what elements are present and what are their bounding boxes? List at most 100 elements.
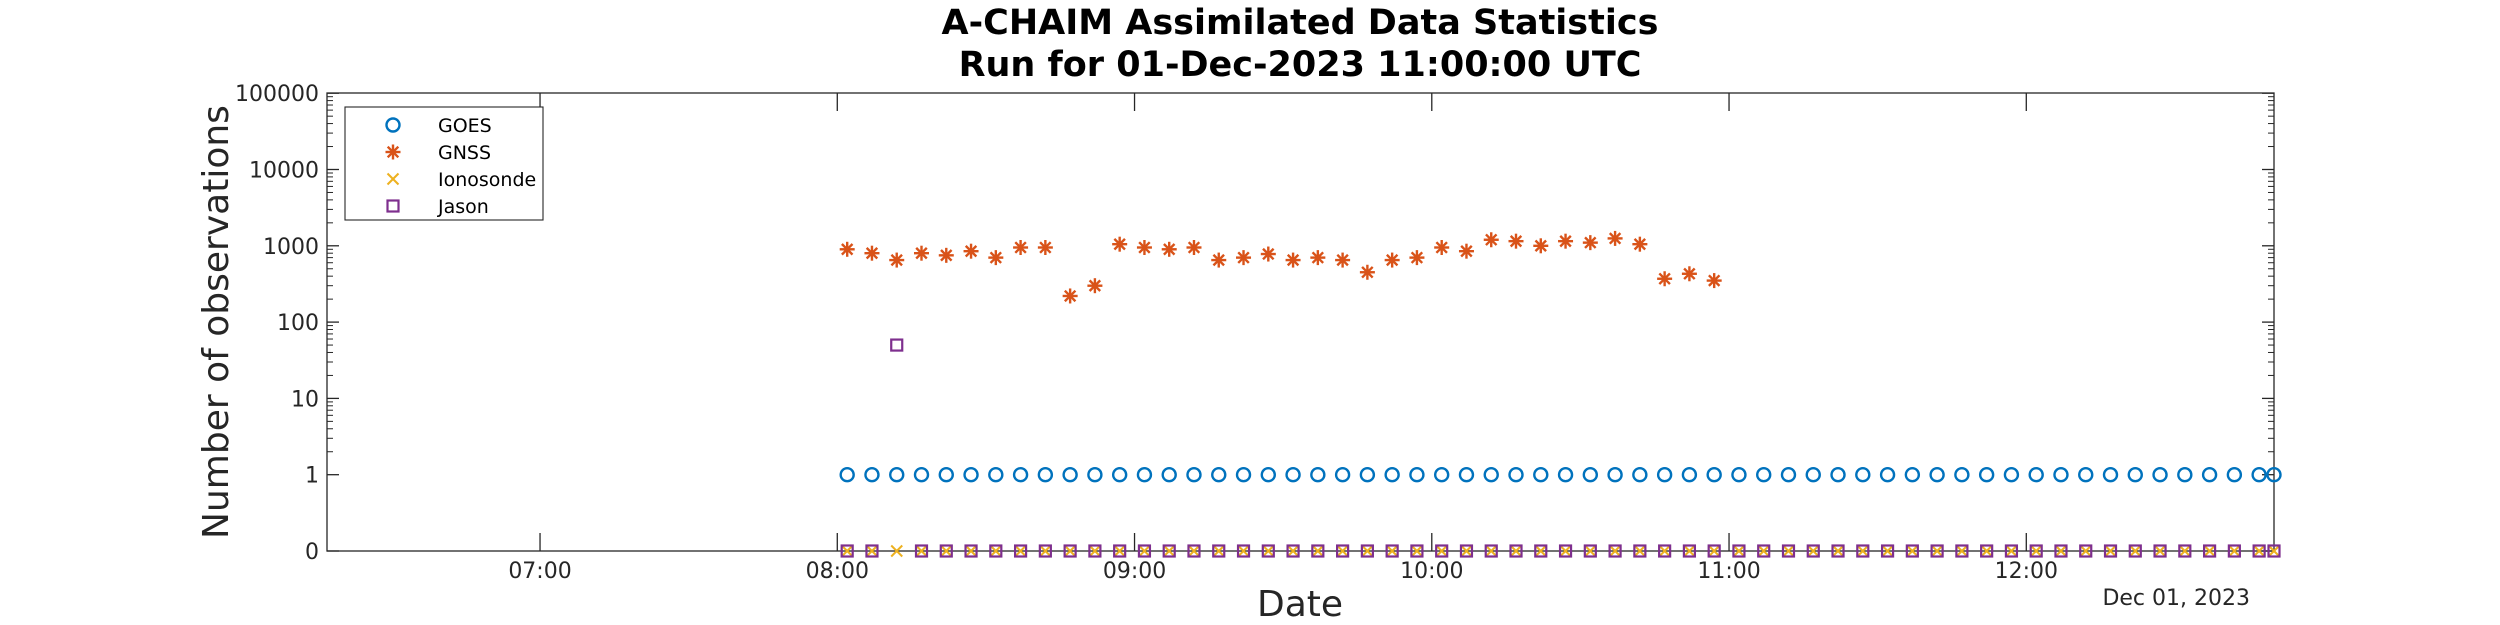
ionosonde-point (1559, 544, 1572, 558)
ionosonde-point (840, 544, 854, 558)
goes-point (839, 467, 855, 483)
jason-point (1955, 544, 1969, 558)
y-tick-label: 10000 (249, 159, 319, 184)
gnss-point (1483, 232, 1499, 248)
goes-point (2102, 467, 2119, 483)
goes-point (1632, 467, 1648, 483)
ionosonde-point (2153, 544, 2167, 558)
jason-point (1534, 544, 1548, 558)
x-tick-label: 12:00 (1995, 559, 2058, 584)
ionosonde-point (2054, 544, 2068, 558)
goes-point (1260, 467, 1276, 483)
jason-point (1880, 544, 1895, 558)
gnss-point (889, 252, 905, 268)
jason-point (2153, 544, 2167, 558)
goes-point (1879, 467, 1896, 483)
goes-point (2028, 467, 2044, 483)
goes-point (1334, 467, 1351, 483)
ionosonde-point (1856, 544, 1870, 558)
ionosonde-point (2267, 544, 2281, 558)
ionosonde-point (964, 544, 978, 558)
ionosonde-point (1187, 544, 1201, 558)
jason-point (2227, 544, 2241, 558)
gnss-point (1013, 239, 1029, 255)
goes-point (1954, 467, 1970, 483)
ionosonde-point (1732, 544, 1746, 558)
jason-point (2029, 544, 2043, 558)
jason-point (989, 544, 1003, 558)
legend-label-ionosonde: Ionosonde (438, 169, 536, 191)
series-goes (839, 467, 2282, 483)
ionosonde-point (2228, 544, 2241, 558)
goes-point (2078, 467, 2094, 483)
gnss-point (1384, 252, 1400, 268)
ionosonde-point (1906, 544, 1919, 558)
gnss-point (1310, 250, 1326, 266)
jason-point (2128, 544, 2142, 558)
ionosonde-point (2203, 544, 2216, 558)
goes-point (1929, 467, 1945, 483)
legend-marker-gnss (385, 144, 401, 160)
ionosonde-point (1336, 544, 1349, 558)
x-tick-label: 11:00 (1697, 559, 1760, 584)
ionosonde-point (1881, 544, 1894, 558)
gnss-point (1335, 252, 1351, 268)
goes-point (864, 467, 880, 483)
goes-point (1904, 467, 1921, 483)
ionosonde-point (1980, 544, 1993, 558)
goes-point (2127, 467, 2143, 483)
jason-point (1459, 544, 1474, 558)
goes-point (1805, 467, 1821, 483)
goes-point (1731, 467, 1747, 483)
gnss-point (1409, 250, 1425, 266)
goes-point (2053, 467, 2069, 483)
ionosonde-point (1212, 544, 1225, 558)
ionosonde-point (1286, 544, 1300, 558)
goes-point (1037, 467, 1054, 483)
goes-point (1557, 467, 1574, 483)
goes-point (889, 467, 905, 483)
jason-point (2103, 544, 2118, 558)
gnss-point (1533, 238, 1549, 254)
gnss-point (1657, 271, 1673, 287)
jason-point (2202, 544, 2217, 558)
y-tick-label: 1000 (263, 235, 319, 260)
goes-point (1433, 467, 1450, 483)
series-layer (839, 230, 2282, 558)
gnss-point (1458, 243, 1474, 259)
goes-point (1830, 467, 1846, 483)
jason-point (1162, 544, 1176, 558)
y-axis: 0 1 10 100 1000 10000 100000 (235, 82, 2274, 565)
goes-point (1087, 467, 1103, 483)
goes-point (1409, 467, 1425, 483)
x-tick-label: 10:00 (1400, 559, 1463, 584)
x-tick-label: 08:00 (806, 559, 869, 584)
ionosonde-point (1930, 544, 1944, 558)
jason-point (1905, 544, 1919, 558)
goes-point (1458, 467, 1475, 483)
goes-point (2177, 467, 2193, 483)
jason-point (1311, 544, 1325, 558)
ionosonde-point (865, 544, 879, 558)
ionosonde-point (1113, 544, 1126, 558)
gnss-point (1706, 273, 1722, 289)
goes-point (1235, 467, 1252, 483)
gnss-point (1260, 246, 1276, 262)
goes-point (1978, 467, 1995, 483)
goes-point (1706, 467, 1722, 483)
gnss-point (938, 247, 954, 263)
jason-point (1806, 544, 1820, 558)
ionosonde-point (1262, 544, 1275, 558)
gnss-point (1285, 252, 1301, 268)
gnss-point (1558, 233, 1574, 249)
series-ionosonde (840, 544, 2281, 558)
gnss-point (839, 241, 855, 257)
jason-point (1038, 544, 1052, 558)
legend-marker-jason (386, 199, 400, 213)
gnss-point (1236, 250, 1252, 266)
ionosonde-point (1757, 544, 1770, 558)
goes-point (1607, 467, 1623, 483)
ionosonde-point (1509, 544, 1523, 558)
jason-point (1137, 544, 1152, 558)
ionosonde-point (2178, 544, 2192, 558)
